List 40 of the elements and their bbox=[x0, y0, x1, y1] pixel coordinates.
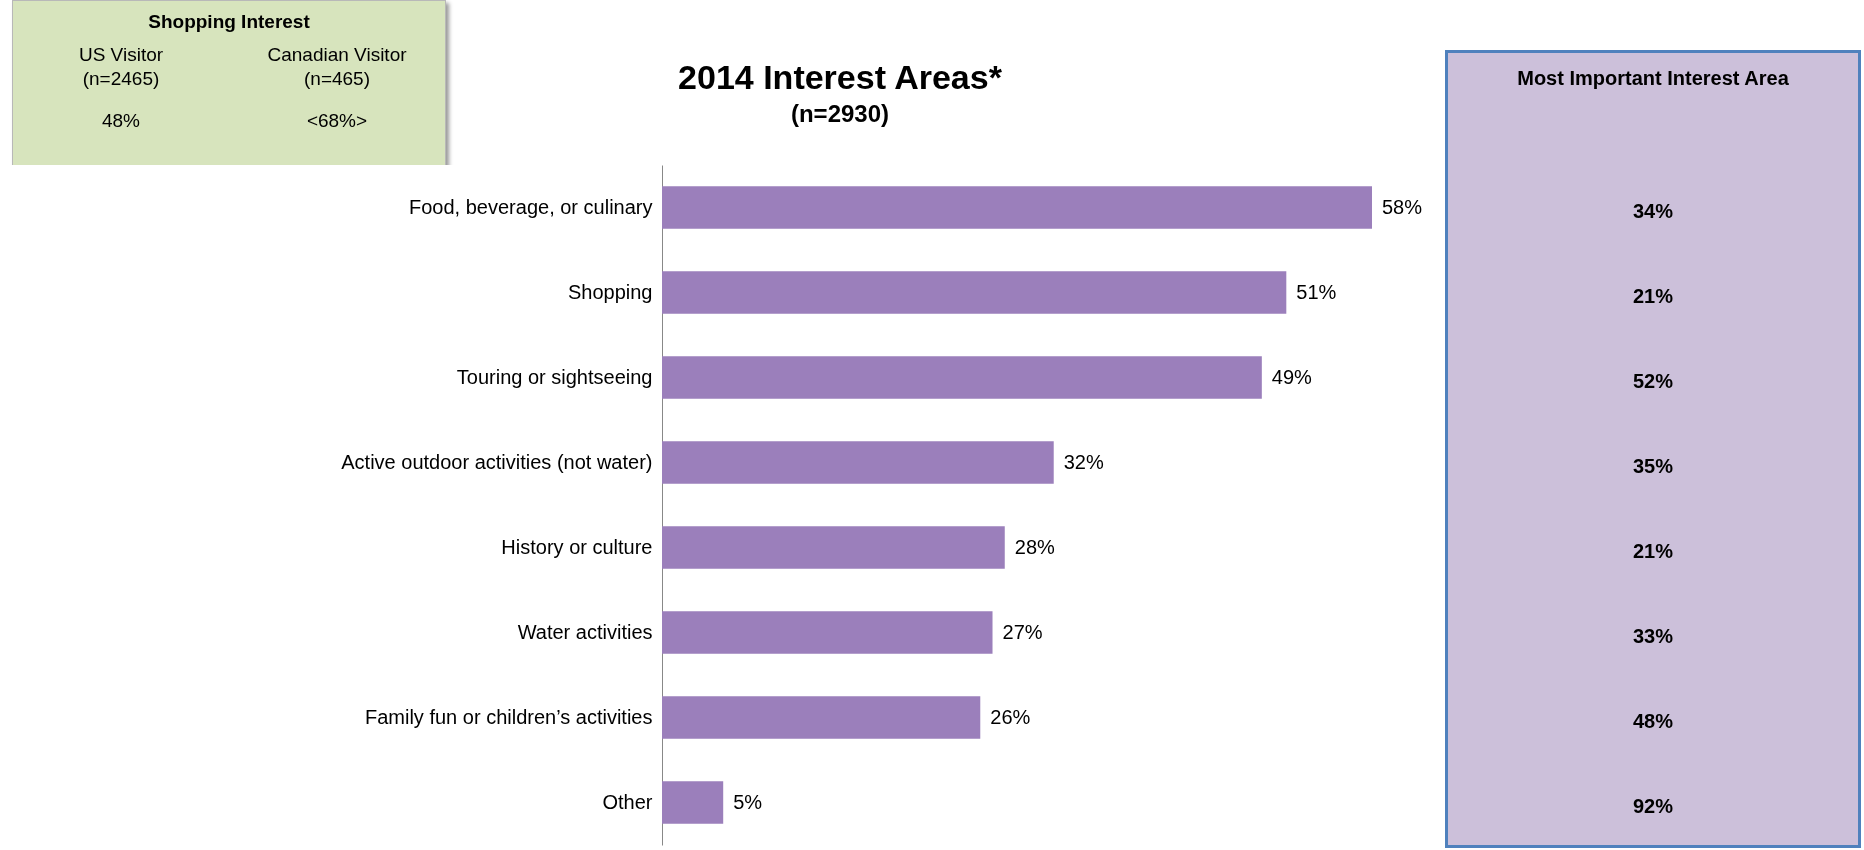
data-label: 49% bbox=[1271, 365, 1313, 388]
text: <68%> bbox=[306, 110, 368, 131]
data-label: 5% bbox=[733, 790, 763, 813]
text: 92% bbox=[1632, 794, 1674, 817]
text: 48% bbox=[101, 110, 141, 131]
text: 35% bbox=[1632, 454, 1674, 477]
text: 52% bbox=[1632, 369, 1674, 392]
bar bbox=[662, 356, 1262, 399]
data-label: 51% bbox=[1296, 280, 1337, 303]
data-label: 28% bbox=[1014, 535, 1055, 558]
y-tick-label: Other bbox=[602, 790, 653, 813]
y-tick-label: Family fun or children’s activities bbox=[364, 705, 653, 728]
bar bbox=[662, 696, 981, 739]
data-label: 27% bbox=[1002, 620, 1043, 643]
data-label: 32% bbox=[1063, 450, 1104, 473]
bar bbox=[662, 441, 1054, 484]
text: 34% bbox=[1632, 199, 1674, 222]
y-tick-label: Shopping bbox=[567, 280, 653, 303]
text: 33% bbox=[1632, 624, 1674, 647]
bar bbox=[662, 271, 1287, 314]
bar bbox=[662, 186, 1372, 229]
category-label: US Visitor (n=2465) bbox=[77, 43, 165, 91]
text: 21% bbox=[1632, 284, 1674, 307]
text: Most Important Interest Area bbox=[1516, 67, 1790, 90]
data-label: 58% bbox=[1382, 195, 1423, 218]
text: 48% bbox=[1632, 709, 1674, 732]
bar bbox=[662, 526, 1005, 569]
bar bbox=[662, 611, 993, 654]
text: Shopping Interest bbox=[147, 11, 311, 33]
y-tick-label: Active outdoor activities (not water) bbox=[341, 450, 653, 473]
y-tick-label: Touring or sightseeing bbox=[456, 365, 653, 388]
category-label: Canadian Visitor (n=465) bbox=[266, 43, 408, 91]
y-tick-label: History or culture bbox=[501, 535, 653, 558]
data-label: 26% bbox=[990, 705, 1031, 728]
chart-title: 2014 Interest Areas* bbox=[677, 58, 1003, 97]
bar bbox=[662, 781, 724, 824]
chart-subtitle: (n=2930) bbox=[789, 100, 891, 128]
y-tick-label: Food, beverage, or culinary bbox=[409, 195, 653, 218]
text: 21% bbox=[1632, 539, 1674, 562]
y-tick-label: Water activities bbox=[517, 620, 653, 643]
